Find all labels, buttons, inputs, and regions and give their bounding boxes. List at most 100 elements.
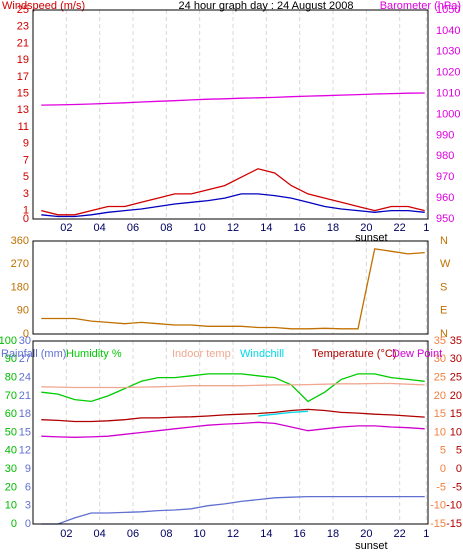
y-tick-label: 0 [23,328,29,340]
y3-tick-label: 18 [19,408,31,420]
legend-label: Indoor temp [172,348,231,360]
x-tick-label: 02 [60,222,72,234]
y2-tick-label: 20 [450,390,462,402]
y2-tick-label: 0 [456,463,462,475]
y2-tick-label: 1040 [436,25,460,37]
legend-label: Humidity % [66,348,122,360]
y2-tick-label: N [440,235,448,247]
y-tick-label: 10 [5,500,17,512]
x-tick-label: 1 [423,528,429,540]
x-tick-label: 10 [194,528,206,540]
y2-tick-label: 1020 [436,67,460,79]
y2-tick-label: 990 [436,129,454,141]
y2-tick-label: 1000 [436,108,460,120]
chart-title: 24 hour graph day : 24 August 2008 [179,0,354,12]
x-tick-label: 06 [127,528,139,540]
x-tick-label: 08 [160,222,172,234]
plot-frame [32,340,429,525]
y2-tick-label: 5 [456,445,462,457]
y-tick-label: 30 [5,463,17,475]
series-line [257,410,309,417]
y2-axis-title: Barometer (hPa) [380,0,461,12]
x-tick-label: 08 [160,528,172,540]
y2-tick-label: S [440,281,447,293]
y-tick-label: 25 [17,4,29,16]
x-tick-label: 16 [294,222,306,234]
y-tick-label: 13 [17,104,29,116]
y3-tick-label: 30 [19,335,31,347]
x-tick-label: 20 [360,222,372,234]
y2-tick-label: 1030 [436,46,460,58]
y2-tick-label: 5 [440,445,446,457]
y3-tick-label: 6 [25,481,31,493]
series-line [41,168,425,216]
y-tick-label: 90 [5,353,17,365]
y-tick-label: 60 [5,408,17,420]
y-tick-label: 70 [5,390,17,402]
y3-tick-label: 24 [19,372,31,384]
y2-tick-label: 950 [436,213,454,225]
x-tick-label: 04 [94,222,106,234]
y2-tick-label: -15 [430,518,446,530]
y2-tick-label: 1050 [436,4,460,16]
y2-tick-label: 1010 [436,88,460,100]
annotation: sunset [355,232,387,244]
series-line [41,408,425,423]
legend-label: Windchill [240,348,284,360]
y-tick-label: 80 [5,372,17,384]
y2-tick-label: 15 [434,408,446,420]
y-tick-label: 90 [17,305,29,317]
x-tick-label: 20 [360,528,372,540]
y-tick-label: 360 [11,235,29,247]
x-tick-label: 14 [260,528,272,540]
y-axis-title: Windspeed (m/s) [2,0,85,12]
y-tick-label: 15 [17,88,29,100]
annotation: sunset [355,540,387,552]
y2-tick-label: -15 [446,518,462,530]
y2-tick-label: W [440,258,451,270]
y-tick-label: 180 [11,281,29,293]
y2-tick-label: -10 [446,500,462,512]
y2-tick-label: -10 [430,500,446,512]
y-tick-label: 100 [0,335,17,347]
y2-tick-label: 980 [436,150,454,162]
y-tick-label: 7 [23,154,29,166]
y2-tick-label: 35 [434,335,446,347]
y2-tick-label: N [440,328,448,340]
y-tick-label: 1 [23,205,29,217]
series-line [41,421,425,438]
y2-tick-label: 10 [450,426,462,438]
y-tick-label: 40 [5,445,17,457]
x-tick-label: 18 [327,528,339,540]
y2-tick-label: 970 [436,171,454,183]
series-line [41,373,425,403]
x-tick-label: 18 [327,222,339,234]
x-tick-label: 16 [294,528,306,540]
y2-tick-label: 960 [436,192,454,204]
y2-tick-label: 10 [434,426,446,438]
series-line [41,382,425,389]
y2-tick-label: 25 [434,372,446,384]
plot-frame [32,240,429,335]
y2-tick-label: 0 [440,463,446,475]
series-line [41,92,425,106]
y3-tick-label: 21 [19,390,31,402]
y3-tick-label: 3 [25,500,31,512]
y-tick-label: 17 [17,71,29,83]
y-tick-label: 0 [23,213,29,225]
y-tick-label: 270 [11,258,29,270]
y2-tick-label: 30 [450,353,462,365]
x-tick-label: 14 [260,222,272,234]
legend-label: Dew Point [392,348,442,360]
legend-label: Rainfall (mm) [1,348,66,360]
y-tick-label: 3 [23,188,29,200]
y-tick-label: 23 [17,21,29,33]
y3-tick-label: 9 [25,463,31,475]
y3-tick-label: 15 [19,426,31,438]
y2-tick-label: -5 [452,481,462,493]
x-tick-label: 22 [394,528,406,540]
y-tick-label: 5 [23,171,29,183]
series-line [41,495,425,525]
y3-tick-label: 27 [19,353,31,365]
